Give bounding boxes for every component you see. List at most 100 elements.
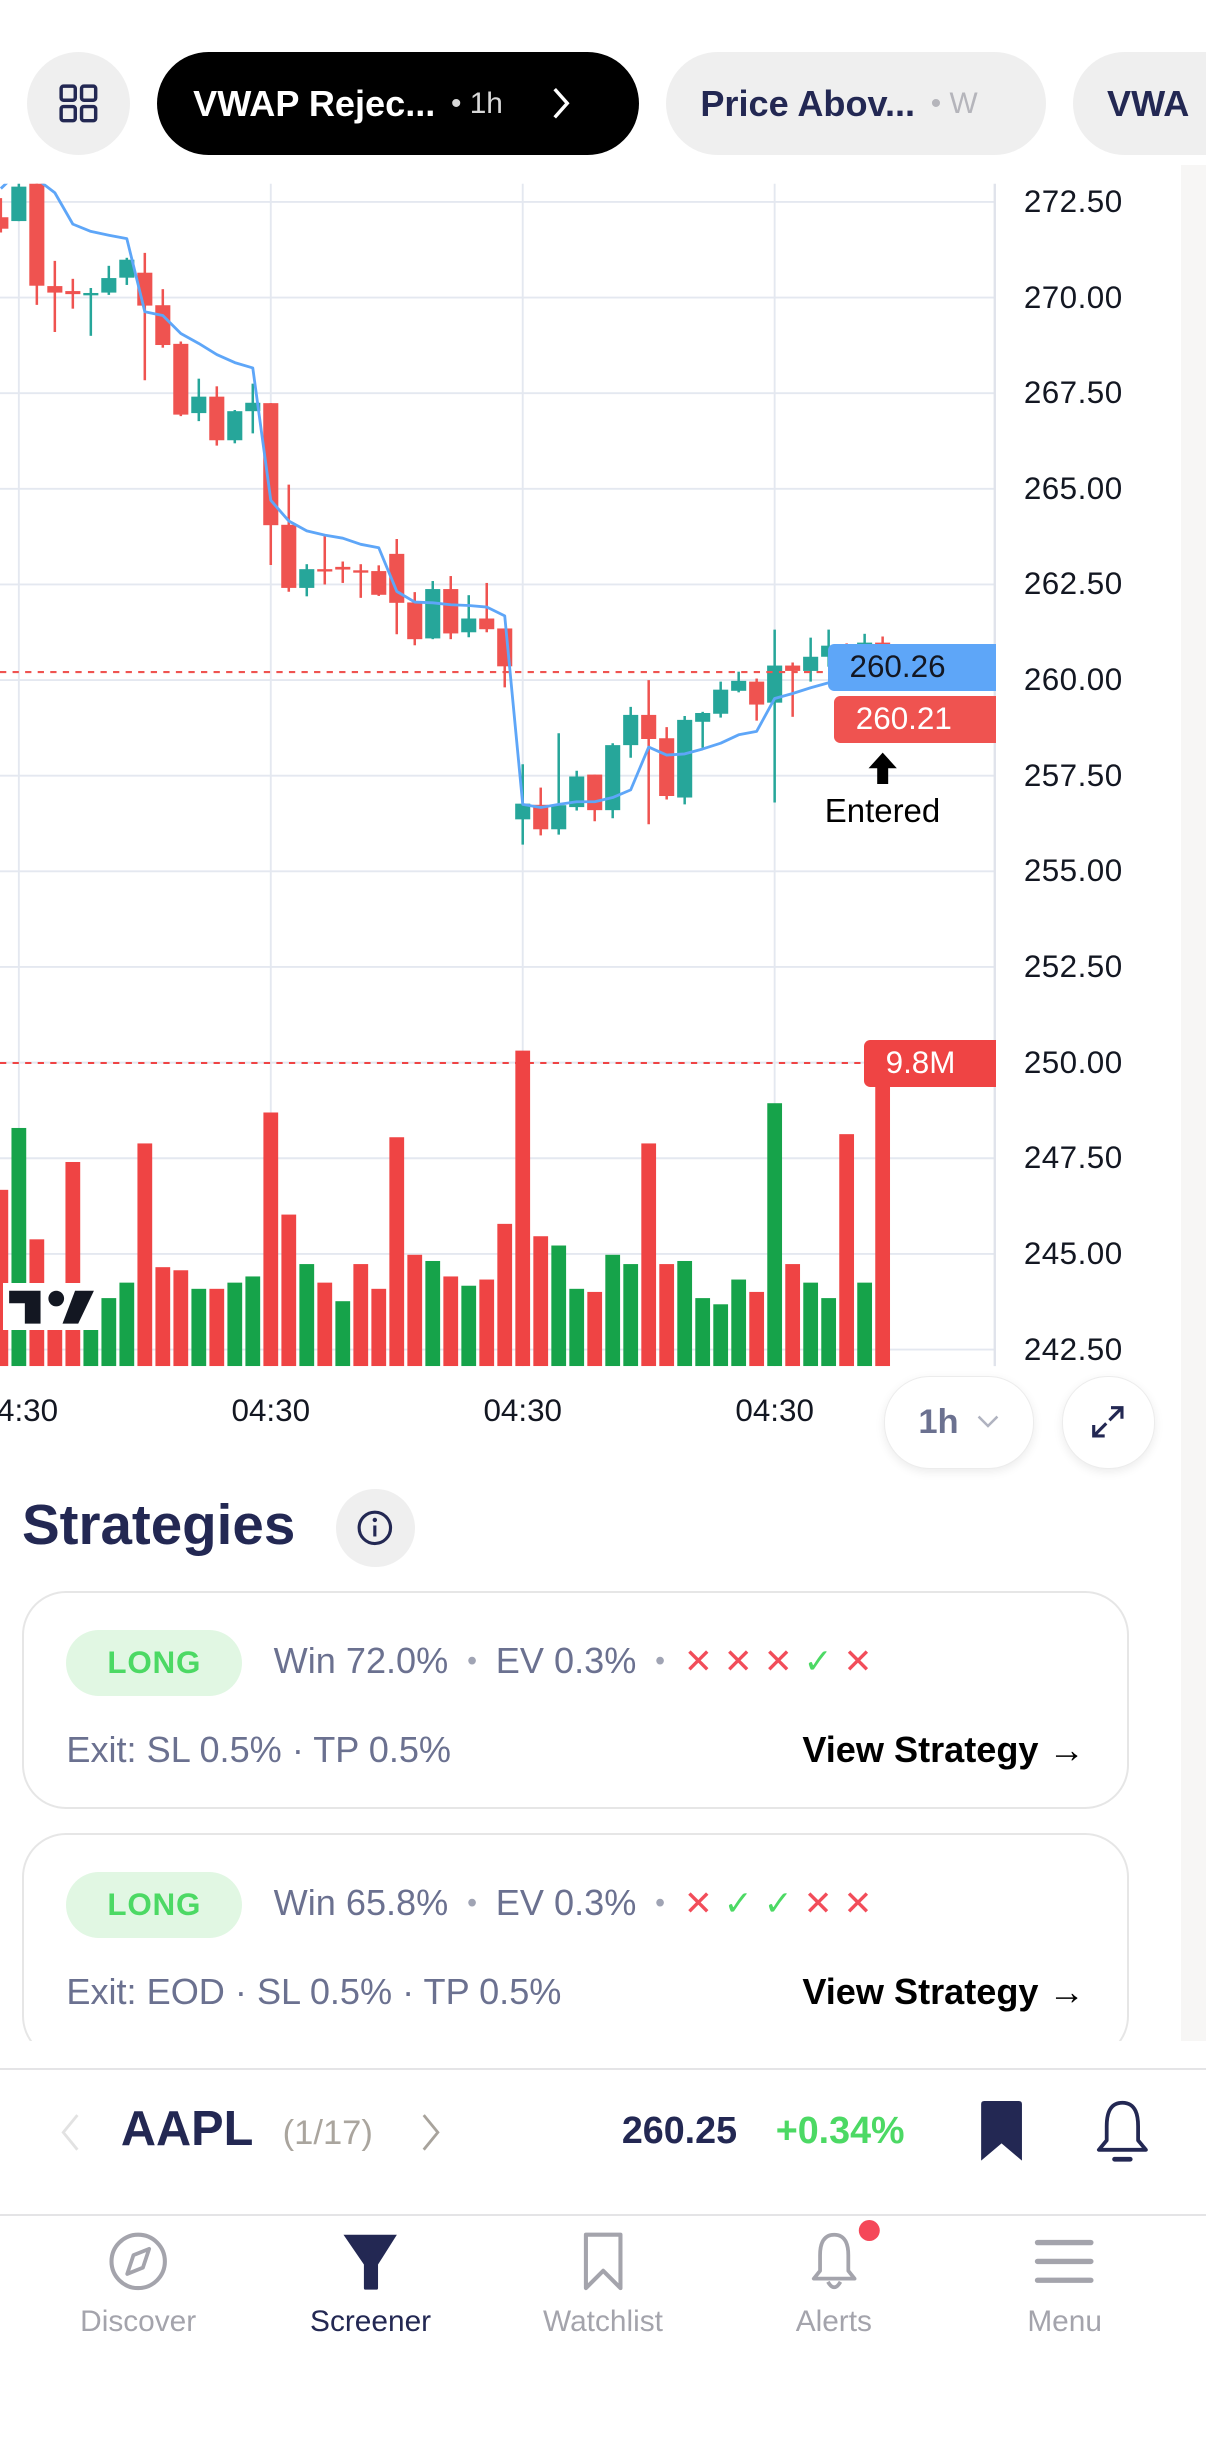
candle [533, 787, 549, 836]
cross-icon: ✕ [803, 1884, 833, 1923]
vwap-price-tag: 260.26 [827, 643, 996, 691]
candle-body [677, 719, 693, 798]
previous-ticker-button[interactable] [57, 2112, 82, 2153]
candle-body [119, 259, 135, 278]
candle-body [101, 278, 117, 293]
view-strategy-link[interactable]: View Strategy → [802, 1971, 1085, 2013]
strategy-pill-vwap-rejection[interactable]: VWAP Rejec... • 1h [157, 51, 640, 156]
candle [299, 564, 315, 597]
volume-bar [551, 1245, 567, 1367]
strategy-card[interactable]: LONG Win 72.0% • EV 0.3% • ✕ ✕ ✕ ✓ ✕ Exit: SL … [21, 1590, 1130, 1809]
entry-annotation: Entered [810, 751, 954, 831]
grid-menu-button[interactable] [26, 51, 131, 156]
time-tick-label: 04:30 [483, 1392, 562, 1428]
candle [0, 198, 9, 233]
candle-body [371, 571, 387, 595]
candle-body [767, 665, 783, 703]
price-tick-label: 267.50 [1023, 375, 1123, 411]
cross-icon: ✕ [843, 1642, 873, 1681]
next-ticker-button[interactable] [419, 2112, 444, 2153]
check-icon: ✓ [763, 1884, 793, 1923]
interval-select[interactable]: 1h [884, 1375, 1034, 1469]
nav-menu[interactable]: Menu [970, 2230, 1158, 2339]
cross-icon: ✕ [843, 1884, 873, 1923]
strategies-info-button[interactable] [336, 1488, 415, 1568]
win-rate: Win 65.8% [273, 1881, 449, 1923]
pill-timeframe: • W [930, 86, 978, 120]
candle-body [227, 411, 243, 441]
candle-body [299, 569, 315, 588]
price-tick-label: 272.50 [1023, 183, 1123, 219]
divider [0, 2068, 1206, 2070]
candle [731, 671, 747, 693]
nav-alerts[interactable]: Alerts [740, 2220, 928, 2339]
bookmark-icon [583, 2232, 623, 2290]
strategy-pill-price-above[interactable]: Price Abov... • W [665, 51, 1046, 156]
candle-body [317, 569, 333, 572]
alert-bell-button[interactable] [1091, 2098, 1154, 2167]
candle-body [83, 292, 99, 296]
volume-bar [263, 1112, 279, 1367]
candle-body [29, 183, 45, 286]
candlesticks [0, 183, 891, 845]
nav-screener[interactable]: Screener [276, 2230, 464, 2339]
exit-rules: Exit: SL 0.5% · TP 0.5% [66, 1729, 452, 1771]
candle [605, 743, 621, 819]
side-badge: LONG [66, 1872, 243, 1939]
time-tick-label: 04:30 [231, 1392, 311, 1428]
candle-body [749, 681, 765, 705]
candle [335, 561, 351, 583]
strategy-card[interactable]: LONG Win 65.8% • EV 0.3% • ✕ ✓ ✓ ✕ ✕ Exit: EOD… [21, 1832, 1130, 2061]
volume-bar [443, 1276, 459, 1367]
notification-badge [858, 2220, 880, 2241]
volume-bar [497, 1223, 513, 1367]
view-strategy-link[interactable]: View Strategy → [802, 1729, 1085, 1771]
nav-discover[interactable]: Discover [44, 2230, 232, 2339]
candle-body [461, 618, 477, 633]
candle [83, 288, 99, 336]
strategy-stats: Win 72.0% • EV 0.3% • ✕ ✕ ✕ ✓ ✕ [274, 1640, 884, 1682]
volume-bar [839, 1134, 855, 1367]
candle-body [389, 553, 405, 603]
chevron-down-icon [978, 1415, 999, 1428]
candle [389, 538, 405, 635]
volume-bar [695, 1298, 711, 1367]
ticker-price: 260.25 [621, 2108, 738, 2151]
candle-body [0, 217, 9, 229]
expand-icon [1092, 1406, 1124, 1438]
price-chart[interactable] [0, 0, 1206, 1382]
nav-watchlist[interactable]: Watchlist [509, 2230, 697, 2339]
cross-icon: ✕ [763, 1642, 793, 1681]
candle-body [443, 589, 459, 634]
fullscreen-button[interactable] [1061, 1375, 1155, 1469]
bookmark-filled-icon[interactable] [978, 2101, 1025, 2164]
candle [119, 257, 135, 285]
strategy-pill-vwap[interactable]: VWA [1072, 51, 1206, 156]
bell-icon [811, 2232, 857, 2289]
chart-overlay [0, 183, 994, 1065]
candle [11, 183, 27, 222]
arrow-up-icon [868, 752, 897, 784]
scrollbar-track[interactable] [1180, 164, 1206, 2042]
volume-bar [785, 1264, 801, 1367]
candle [767, 629, 783, 803]
candle [569, 770, 585, 811]
candle-body [65, 291, 81, 295]
candle [443, 576, 459, 640]
candle [713, 681, 729, 718]
candle [749, 678, 765, 721]
compass-icon [109, 2232, 167, 2290]
time-tick-label: 04:30 [735, 1392, 814, 1428]
volume-bar [569, 1288, 585, 1367]
volume-bar [281, 1214, 297, 1367]
nav-label: Discover [80, 2305, 197, 2339]
ticker-symbol: AAPL [120, 2102, 254, 2157]
candle-body [551, 805, 567, 830]
menu-icon [1035, 2239, 1095, 2283]
volume-bar [299, 1264, 315, 1367]
candle-body [533, 804, 549, 830]
price-tick-label: 270.00 [1023, 279, 1123, 315]
tradingview-logo[interactable] [3, 1282, 101, 1331]
recent-results: ✕ ✕ ✕ ✓ ✕ [684, 1640, 884, 1682]
volume-bar [803, 1282, 819, 1367]
